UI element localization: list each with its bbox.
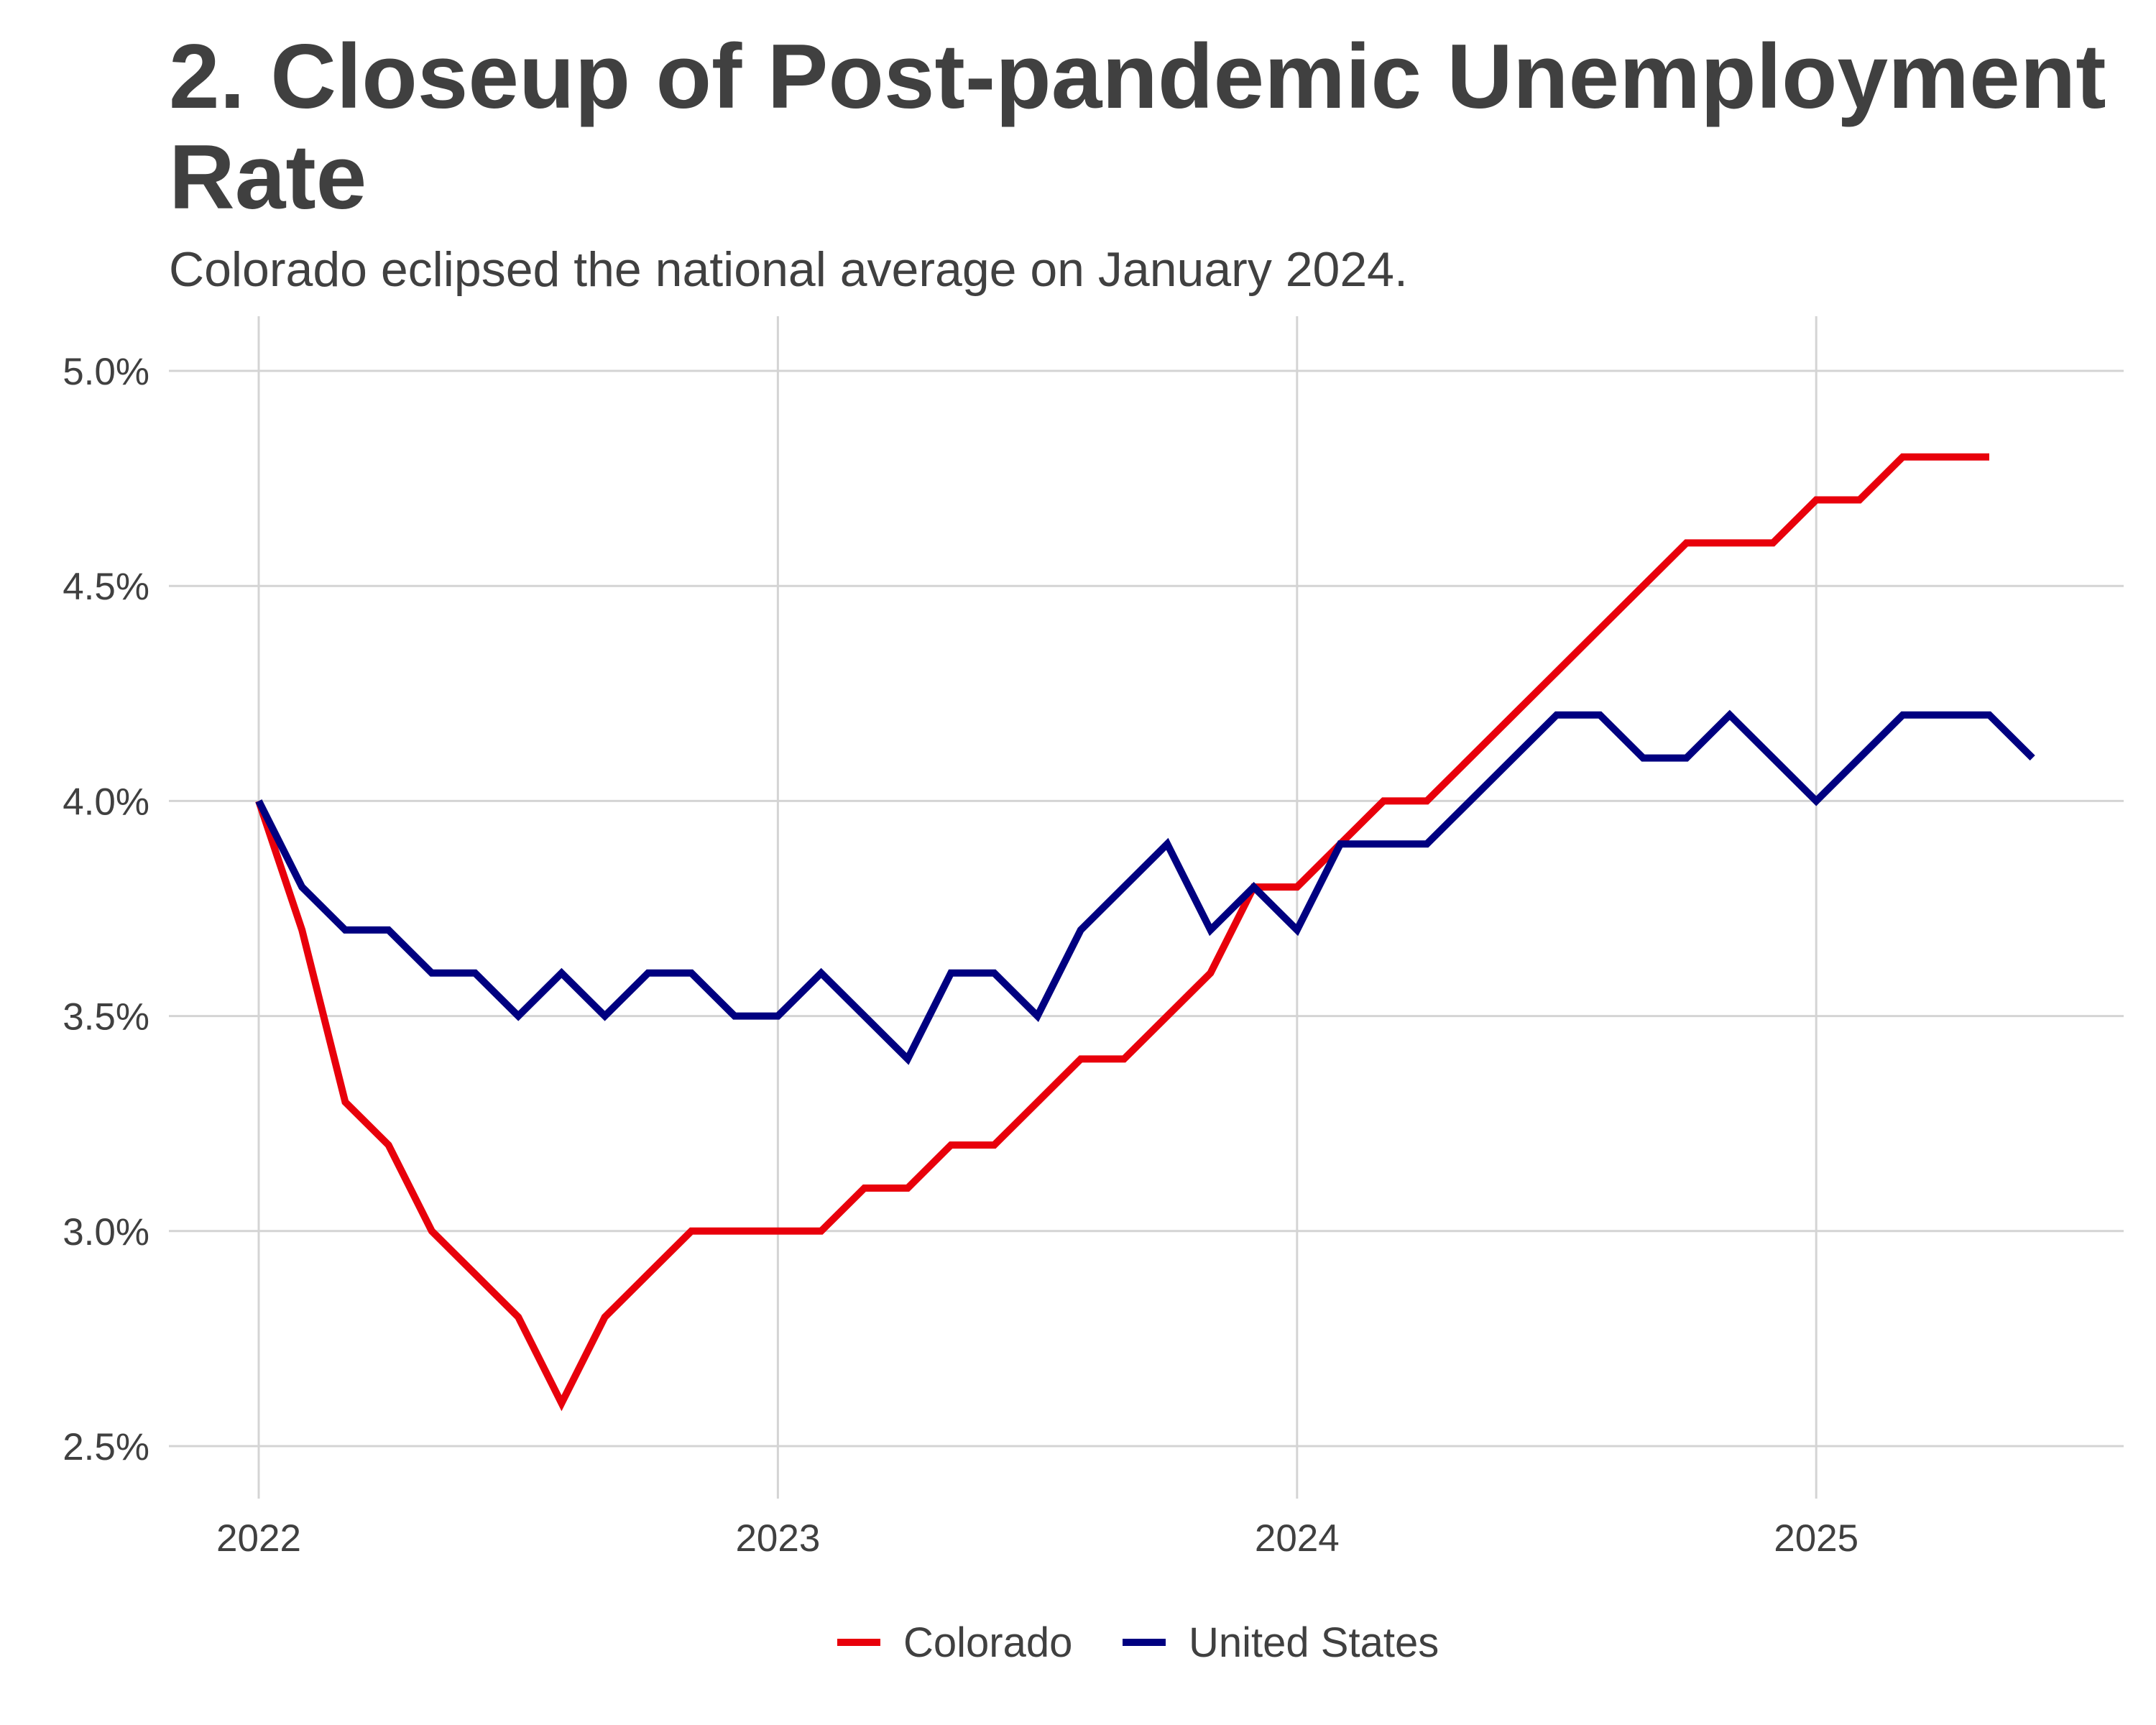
x-tick-label: 2022 [216, 1517, 301, 1560]
legend: Colorado United States [837, 1619, 1439, 1666]
x-tick-label: 2025 [1774, 1517, 1858, 1560]
y-tick-label: 3.5% [63, 996, 149, 1039]
y-tick-label: 2.5% [63, 1426, 149, 1468]
horizontal-gridlines [169, 369, 2124, 1448]
series-line-colorado [255, 453, 1989, 1412]
x-tick-label: 2024 [1255, 1517, 1340, 1560]
vertical-gridlines [257, 316, 1818, 1499]
x-axis-tick-labels: 2022 2023 2024 2025 [216, 1517, 1858, 1560]
chart-title-line-1: 2. Closeup of Post-pandemic Unemployment [169, 25, 2106, 127]
legend-label-united-states: United States [1189, 1619, 1439, 1666]
y-tick-label: 4.5% [63, 566, 149, 608]
y-tick-label: 5.0% [63, 351, 149, 393]
y-tick-label: 4.0% [63, 781, 149, 823]
series-line-united-states [255, 709, 2035, 1065]
y-axis-tick-labels: 2.5% 3.0% 3.5% 4.0% 4.5% 5.0% [63, 351, 149, 1468]
legend-label-colorado: Colorado [903, 1619, 1072, 1666]
series-lines [255, 453, 2035, 1412]
chart-title-line-2: Rate [169, 126, 367, 228]
chart-subtitle: Colorado eclipsed the national average o… [169, 242, 1408, 297]
y-tick-label: 3.0% [63, 1211, 149, 1254]
x-tick-label: 2023 [735, 1517, 820, 1560]
